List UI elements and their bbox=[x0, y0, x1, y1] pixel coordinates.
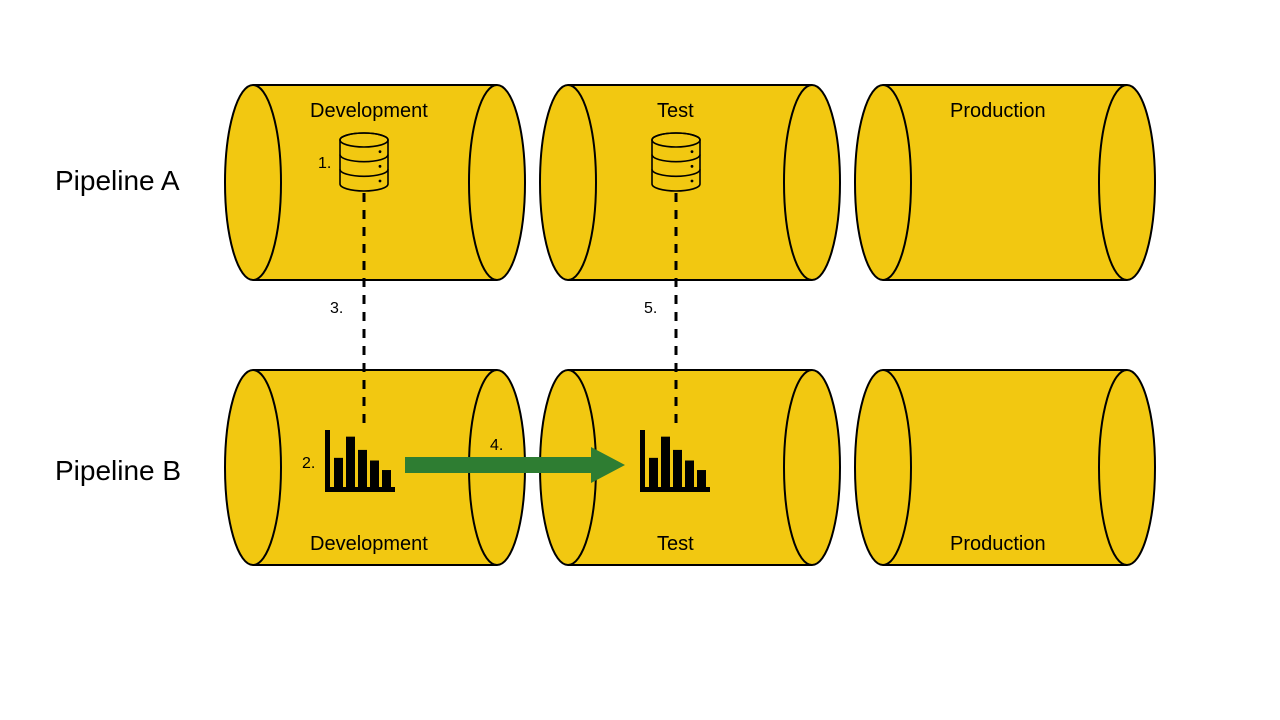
annotation-3: 3. bbox=[330, 300, 343, 318]
annotation-4: 4. bbox=[490, 437, 503, 455]
annotation-1: 1. bbox=[318, 155, 331, 173]
pipeline-b-label: Pipeline B bbox=[55, 455, 181, 487]
stage-b-test-label: Test bbox=[657, 533, 694, 556]
diagram-stage: Pipeline A Pipeline B Development Test P… bbox=[0, 0, 1280, 720]
annotation-2: 2. bbox=[302, 455, 315, 473]
stage-a-dev-label: Development bbox=[310, 100, 428, 123]
stage-a-test-label: Test bbox=[657, 100, 694, 123]
pipeline-a-label: Pipeline A bbox=[55, 165, 180, 197]
diagram-svg bbox=[0, 0, 1280, 720]
annotation-5: 5. bbox=[644, 300, 657, 318]
stage-b-dev-label: Development bbox=[310, 533, 428, 556]
stage-b-prod-label: Production bbox=[950, 533, 1046, 556]
stage-a-prod-label: Production bbox=[950, 100, 1046, 123]
